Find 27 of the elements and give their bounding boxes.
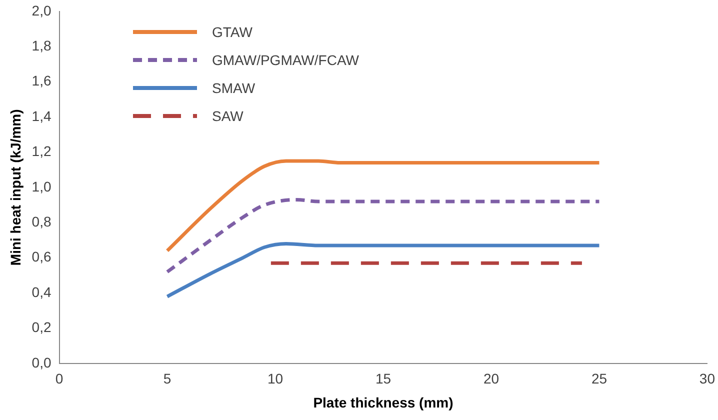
y-tick-label: 0,6 (32, 248, 52, 265)
legend-label: GMAW/PGMAW/FCAW (212, 52, 359, 68)
y-tick-label: 2,0 (32, 2, 52, 18)
y-tick-label: 1,4 (32, 108, 52, 124)
y-tick-label: 1,0 (32, 178, 52, 194)
x-tick-label: 30 (699, 370, 716, 387)
line-series (166, 159, 601, 253)
y-tick-label: 1,6 (32, 72, 52, 89)
legend-label: SMAW (212, 80, 256, 96)
line-series (166, 198, 601, 274)
y-tick-label: 0,8 (32, 213, 52, 230)
x-tick-label: 5 (163, 370, 172, 387)
y-axis-title: Mini heat input (kJ/mm) (7, 109, 24, 266)
x-tick-label: 15 (375, 370, 392, 387)
y-tick-label: 1,8 (32, 37, 52, 54)
x-tick-label: 10 (267, 370, 284, 387)
x-tick-label: 20 (483, 370, 500, 387)
y-tick-label: 1,2 (32, 143, 52, 160)
x-axis-title: Plate thickness (mm) (313, 394, 454, 410)
x-tick-label: 0 (55, 370, 64, 387)
line-series (166, 242, 601, 298)
legend-label: SAW (212, 108, 244, 124)
x-tick-label: 25 (591, 370, 608, 387)
y-tick-label: 0,4 (32, 284, 52, 300)
legend-label: GTAW (212, 24, 252, 40)
y-tick-label: 0,2 (32, 319, 52, 336)
y-tick-label: 0,0 (32, 354, 52, 370)
